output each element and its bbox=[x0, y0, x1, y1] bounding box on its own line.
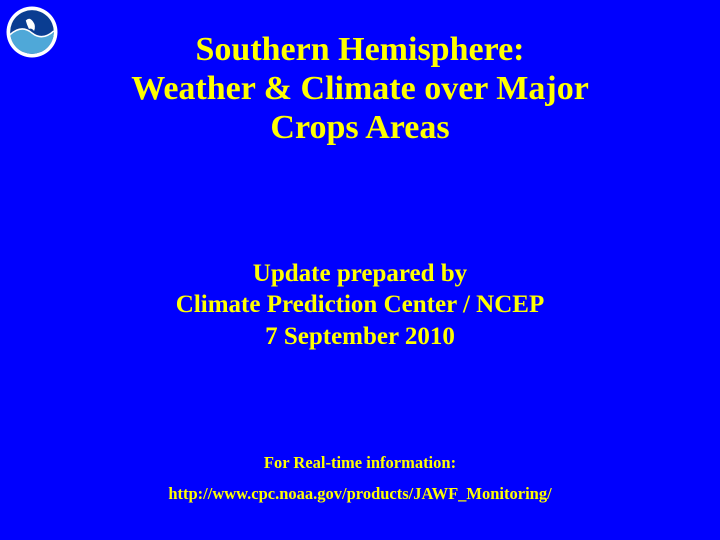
subtitle-line-1: Update prepared by bbox=[253, 260, 467, 287]
slide-footer: For Real-time information: http://www.cp… bbox=[0, 448, 720, 509]
slide-title: Southern Hemisphere: Weather & Climate o… bbox=[0, 30, 720, 147]
title-line-1: Southern Hemisphere: bbox=[196, 31, 525, 68]
subtitle-line-2: Climate Prediction Center / NCEP bbox=[176, 291, 544, 318]
footer-line-1: For Real-time information: bbox=[264, 453, 456, 472]
title-line-2: Weather & Climate over Major bbox=[131, 70, 589, 107]
slide-subtitle: Update prepared by Climate Prediction Ce… bbox=[0, 258, 720, 352]
footer-url: http://www.cpc.noaa.gov/products/JAWF_Mo… bbox=[168, 484, 551, 503]
title-line-3: Crops Areas bbox=[270, 109, 449, 146]
subtitle-line-3: 7 September 2010 bbox=[265, 323, 455, 350]
